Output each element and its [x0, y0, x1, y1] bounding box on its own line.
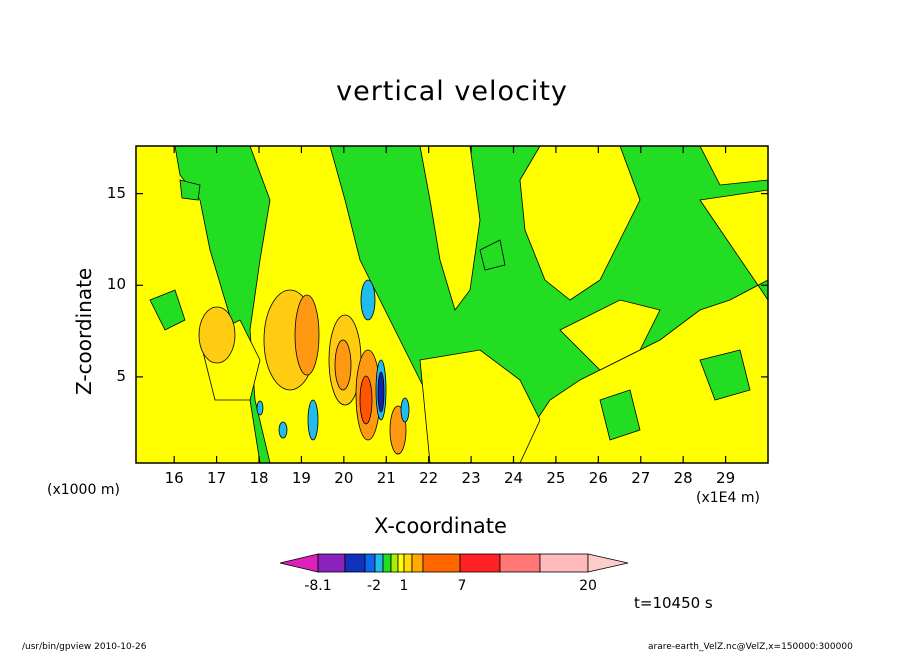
updraft-core-0 [198, 306, 236, 364]
downdraft-core-5 [278, 421, 288, 439]
x-tick-label: 25 [546, 469, 566, 487]
x-tick-label: 18 [249, 469, 269, 487]
colorbar-label: -8.1 [304, 578, 332, 594]
x-unit-note: (x1000 m) [47, 482, 120, 498]
x-tick-label: 19 [291, 469, 311, 487]
y-axis-label: Z-coordinate [72, 267, 96, 395]
y-tick-label: 10 [106, 275, 126, 294]
yellow-region-8 [559, 299, 661, 371]
y-tick-label: 5 [116, 366, 126, 385]
green-island-3 [599, 389, 641, 441]
colorbar-label: -2 [367, 578, 381, 594]
x-tick-label: 22 [419, 469, 439, 487]
colorbar-box [459, 553, 501, 573]
colorbar-box [397, 553, 405, 573]
colorbar-label: 7 [457, 578, 467, 594]
colorbar-label: 1 [399, 578, 409, 594]
colorbar-label: 20 [579, 578, 597, 594]
yellow-region-5 [419, 349, 541, 463]
downdraft-core-3 [307, 399, 319, 441]
colorbar-box [499, 553, 541, 573]
green-island-1 [179, 179, 201, 201]
y-tick-label: 15 [106, 183, 126, 202]
contour-field [136, 146, 768, 463]
downdraft-core-2 [377, 371, 385, 413]
x-tick-label: 21 [376, 469, 396, 487]
updraft-core-6 [359, 375, 373, 425]
green-island-0 [149, 289, 186, 331]
green-island-4 [699, 349, 751, 401]
footer-left: /usr/bin/gpview 2010-10-26 [22, 642, 147, 652]
yellow-region-3 [519, 146, 641, 301]
downdraft-core-6 [400, 397, 410, 423]
x-axis [173, 146, 727, 463]
colorbar-low-arrow [279, 553, 319, 573]
x-tick-label: 26 [588, 469, 608, 487]
x-tick-label: 20 [334, 469, 354, 487]
footer-right: arare-earth_VelZ.nc@VelZ,x=150000:300000 [648, 642, 853, 652]
x-scale-note: (x1E4 m) [696, 490, 760, 506]
colorbar-box [344, 553, 366, 573]
time-label: t=10450 s [634, 594, 713, 612]
x-tick-label: 16 [164, 469, 184, 487]
x-tick-label: 27 [631, 469, 651, 487]
colorbar-box [403, 553, 413, 573]
x-axis-label: X-coordinate [374, 514, 507, 538]
colorbar-box [539, 553, 589, 573]
x-tick-label: 29 [716, 469, 736, 487]
colorbar-box [382, 553, 392, 573]
yellow-region-7 [699, 146, 768, 186]
colorbar-high-arrow [587, 553, 629, 573]
plot-frame [135, 145, 769, 464]
downdraft-core-0 [360, 279, 376, 321]
colorbar-box [374, 553, 384, 573]
colorbar-box [390, 553, 399, 573]
yellow-region-2 [419, 146, 481, 311]
x-tick-label: 17 [207, 469, 227, 487]
green-island-2 [479, 239, 506, 271]
chart-title: vertical velocity [336, 76, 568, 107]
colorbar-box [317, 553, 346, 573]
x-tick-label: 24 [503, 469, 524, 487]
colorbar-box [422, 553, 461, 573]
x-tick-label: 23 [461, 469, 481, 487]
updraft-core-2 [294, 294, 320, 376]
colorbar [279, 553, 629, 573]
downdraft-core-4 [256, 400, 264, 416]
x-tick-label: 28 [673, 469, 693, 487]
colorbar-box [364, 553, 376, 573]
y-axis [136, 193, 768, 378]
updraft-core-4 [334, 339, 352, 391]
colorbar-box [411, 553, 424, 573]
